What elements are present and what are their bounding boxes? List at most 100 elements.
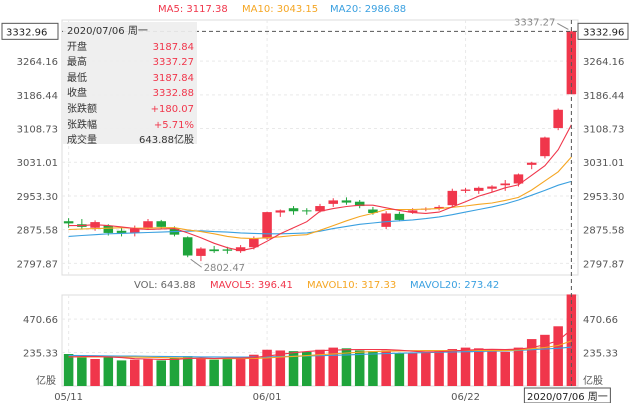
price-tick-label-right: 3031.01 <box>583 158 624 169</box>
candle-body <box>341 200 352 203</box>
tooltip-row: 最高 3337.27 <box>67 55 194 71</box>
candle-body <box>487 186 497 189</box>
volume-bar <box>63 354 74 386</box>
candle-body <box>553 109 563 128</box>
candle-body <box>156 221 166 227</box>
tooltip-row: 成交量 643.88亿股 <box>67 133 194 149</box>
tooltip-row: 最低 3187.84 <box>67 71 194 87</box>
tooltip-row-value: 3187.84 <box>152 41 194 53</box>
candle-body <box>368 209 378 213</box>
tooltip-rows: 开盘 3187.84 最高 3337.27 最低 3187.84 收盘 3332.88 张跌额 +… <box>67 40 194 149</box>
ma20-legend: MA20: 2986.88 <box>330 4 406 15</box>
price-tick-label-left: 3186.44 <box>17 91 58 102</box>
volume-bar <box>394 353 405 386</box>
ma5-line <box>68 124 572 252</box>
price-tick-label-left: 3264.16 <box>17 57 58 68</box>
price-tick-label-right: 3186.44 <box>583 91 624 102</box>
tooltip-row-value: +180.07 <box>150 103 194 115</box>
ohlc-tooltip: 2020/07/06 周一 开盘 3187.84 最高 3337.27 最低 3187.8… <box>63 22 197 146</box>
date-tag-box <box>523 387 611 403</box>
low-annotation: 2802.47 <box>204 263 245 274</box>
candle-body <box>381 213 391 227</box>
price-tag-right: 3332.96 <box>583 27 624 38</box>
volume-bar <box>262 349 272 386</box>
x-tick-label: 06/01 <box>253 392 282 403</box>
candle-body <box>394 213 405 220</box>
price-tick-label-right: 2875.58 <box>583 226 624 237</box>
candle-body <box>302 210 312 212</box>
volume-tick-label-right: 235.33 <box>583 349 618 360</box>
mavol20-legend: MAVOL20: 273.42 <box>410 280 499 291</box>
candle-body <box>288 208 299 212</box>
vol-legend: VOL: 643.88 <box>134 280 196 291</box>
tooltip-row-label: 开盘 <box>67 41 87 53</box>
candle-body <box>447 190 458 206</box>
mavol5-legend: MAVOL5: 396.41 <box>210 280 293 291</box>
tooltip-row: 收盘 3332.88 <box>67 86 194 102</box>
volume-bar <box>156 360 166 386</box>
ma5-legend: MA5: 3117.38 <box>158 4 228 15</box>
volume-bar <box>553 326 563 386</box>
candle-body <box>262 212 272 239</box>
volume-tick-label-left: 235.33 <box>23 349 58 360</box>
mavol10-label: MAVOL10: 317.33 <box>307 280 397 291</box>
volume-bar <box>368 351 378 386</box>
high-annotation: 3337.27 <box>514 17 555 28</box>
volume-bar <box>130 359 140 386</box>
volume-bar <box>328 347 338 386</box>
volume-bar <box>235 357 246 386</box>
volume-tick-label-left: 470.66 <box>23 315 58 326</box>
vol-label: VOL: 643.88 <box>134 280 196 291</box>
tooltip-row: 开盘 3187.84 <box>67 40 194 56</box>
mavol10-legend: MAVOL10: 317.33 <box>307 280 396 291</box>
tooltip-row-value: 643.88亿股 <box>139 135 194 147</box>
tooltip-row: 张跌额 +180.07 <box>67 102 194 118</box>
ma10-line <box>68 156 572 240</box>
candle-body <box>103 225 114 233</box>
candle-body <box>460 189 471 191</box>
volume-bar <box>302 351 312 386</box>
ma10-legend: MA10: 3043.15 <box>242 4 318 15</box>
volume-bar <box>143 358 153 386</box>
price-tag-left: 3332.96 <box>6 27 47 38</box>
candle-body <box>434 206 444 209</box>
volume-bar <box>288 351 299 386</box>
volume-bar <box>103 356 114 386</box>
date-tag: 2020/07/06 周一 <box>527 391 608 403</box>
candle-body <box>513 174 524 184</box>
volume-bar <box>381 350 391 386</box>
candle-body <box>407 210 418 213</box>
candle-body <box>328 200 338 204</box>
tooltip-row-label: 张跌幅 <box>67 119 97 131</box>
volume-bar <box>249 354 259 386</box>
mavol20-line <box>68 346 572 358</box>
volume-bar <box>90 358 100 386</box>
tooltip-row-label: 张跌额 <box>67 103 97 115</box>
volume-bar <box>182 356 193 386</box>
candle-body <box>354 201 365 207</box>
price-panel-frame <box>61 19 579 276</box>
volume-bar <box>421 351 431 386</box>
price-tick-label-left: 2953.30 <box>17 192 58 203</box>
volume-unit-left: 亿股 <box>36 374 56 387</box>
tooltip-row: 张跌幅 +5.71% <box>67 118 194 134</box>
volume-bar <box>566 294 577 386</box>
volume-bar <box>540 334 550 386</box>
volume-bar <box>341 348 352 386</box>
high-pointer <box>557 22 569 30</box>
price-tick-label-right: 2953.30 <box>583 192 624 203</box>
volume-bar <box>407 352 418 386</box>
candle-body <box>275 210 286 213</box>
price-tick-label-left: 3108.73 <box>17 125 58 136</box>
volume-bar <box>487 350 497 386</box>
candle-body <box>315 206 325 212</box>
volume-bar <box>513 347 524 386</box>
price-tick-label-right: 3264.16 <box>583 57 624 68</box>
candle-body <box>500 183 510 186</box>
tooltip-row-label: 成交量 <box>67 135 97 147</box>
price-tag-left-box <box>1 22 59 40</box>
candle-body <box>196 248 206 256</box>
price-tick-label-left: 3031.01 <box>17 158 58 169</box>
